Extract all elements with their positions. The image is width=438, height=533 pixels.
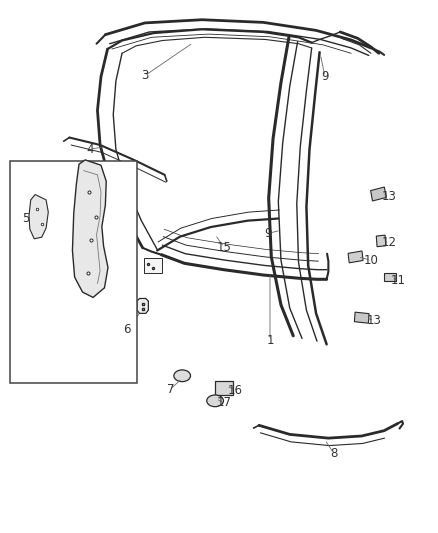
Text: 6: 6 [123, 323, 131, 336]
Polygon shape [29, 195, 48, 239]
Text: 10: 10 [363, 254, 378, 266]
Text: 4: 4 [86, 143, 94, 156]
Text: 11: 11 [390, 274, 405, 287]
Text: 13: 13 [366, 314, 381, 327]
Bar [370, 187, 385, 201]
Text: 15: 15 [216, 241, 231, 254]
Bar [214, 381, 233, 395]
Polygon shape [137, 298, 148, 313]
Text: 9: 9 [320, 70, 328, 83]
Ellipse shape [173, 370, 190, 382]
Bar [347, 251, 362, 263]
Text: 1: 1 [265, 334, 273, 346]
Text: 16: 16 [227, 384, 242, 397]
Text: 13: 13 [381, 190, 396, 203]
Text: 17: 17 [216, 397, 231, 409]
Text: 12: 12 [381, 236, 396, 249]
Text: 9: 9 [263, 227, 271, 240]
Text: 3: 3 [141, 69, 148, 82]
Text: 7: 7 [166, 383, 174, 395]
Bar [383, 273, 395, 281]
Polygon shape [72, 160, 108, 297]
Ellipse shape [206, 395, 223, 407]
Bar [353, 312, 368, 323]
Text: 8: 8 [329, 447, 336, 459]
Bar [10, 161, 137, 383]
Text: 5: 5 [22, 212, 29, 225]
Bar [375, 235, 385, 247]
Bar [144, 258, 161, 273]
